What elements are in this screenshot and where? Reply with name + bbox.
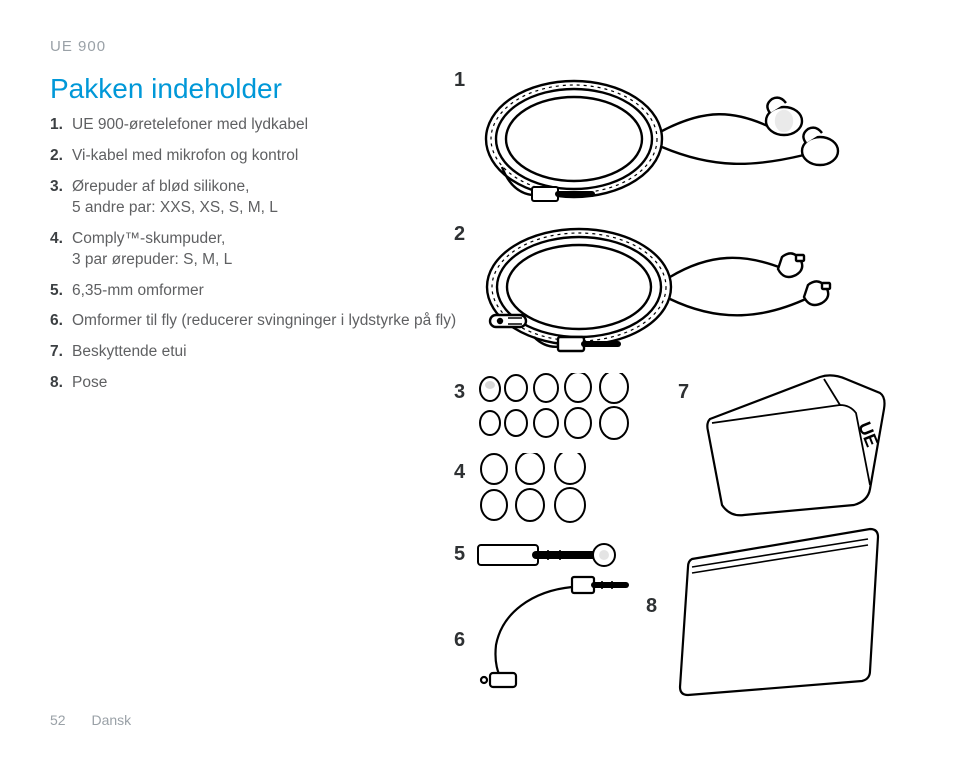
diagram-number-6: 6 [454, 629, 465, 652]
diagram-item-1-cable-earphones [474, 69, 874, 209]
right-column: 1 [460, 73, 904, 404]
list-item: Ørepuder af blød silikone, 5 andre par: … [50, 177, 460, 219]
list-item: Pose [50, 373, 460, 394]
page: UE 900 Pakken indeholder UE 900-øretelef… [0, 0, 954, 764]
airline-adapter-icon [472, 573, 652, 693]
diagram-number-2: 2 [454, 223, 465, 246]
quarter-inch-adapter-icon [476, 535, 626, 575]
diagram-item-7-case: UE [700, 369, 890, 519]
diagram-number-3: 3 [454, 381, 465, 404]
diagram-item-2-vi-cable [474, 219, 874, 359]
diagram-number-8: 8 [646, 595, 657, 618]
list-item: Vi-kabel med mikrofon og kontrol [50, 146, 460, 167]
diagram-number-1: 1 [454, 69, 465, 92]
diagram-item-5-adapter [476, 535, 626, 575]
list-item: 6,35-mm omformer [50, 281, 460, 302]
diagram-item-3-silicone-tips [476, 373, 646, 443]
eartips-5pair-icon [476, 373, 646, 443]
page-heading: Pakken indeholder [50, 73, 460, 105]
product-code: UE 900 [50, 38, 904, 55]
pouch-icon [670, 523, 890, 703]
contents-list: UE 900-øretelefoner med lydkabel Vi-kabe… [50, 115, 460, 394]
diagram-item-8-pouch [670, 523, 890, 703]
diagram-number-7: 7 [678, 381, 689, 404]
list-item: Comply™-skumpuder, 3 par ørepuder: S, M,… [50, 229, 460, 271]
list-item: UE 900-øretelefoner med lydkabel [50, 115, 460, 136]
protective-case-icon: UE [700, 369, 890, 519]
left-column: Pakken indeholder UE 900-øretelefoner me… [50, 73, 460, 404]
page-footer: 52 Dansk [50, 712, 131, 728]
diagram-number-5: 5 [454, 543, 465, 566]
cable-coil-1-icon [474, 69, 874, 209]
diagram-item-6-airline-adapter [472, 573, 652, 693]
list-item: Beskyttende etui [50, 342, 460, 363]
diagram-item-4-foam-tips [476, 453, 616, 523]
list-item: Omformer til fly (reducerer svingninger … [50, 311, 460, 332]
eartips-3pair-icon [476, 453, 616, 523]
page-number: 52 [50, 712, 66, 728]
page-language: Dansk [91, 712, 131, 728]
diagram-number-4: 4 [454, 461, 465, 484]
content-row: Pakken indeholder UE 900-øretelefoner me… [50, 73, 904, 404]
cable-coil-2-icon [474, 219, 874, 359]
